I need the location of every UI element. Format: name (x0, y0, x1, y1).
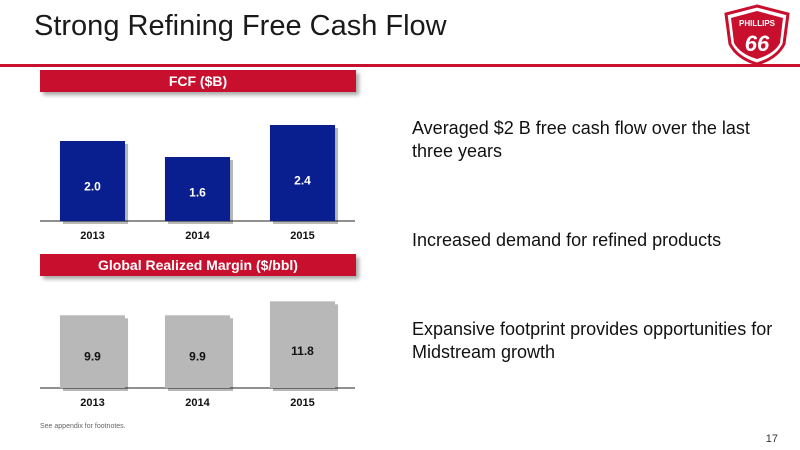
bullet-fcf: Averaged $2 B free cash flow over the la… (412, 118, 750, 161)
margin-chart-header: Global Realized Margin ($/bbl) (40, 254, 356, 276)
bar-2013 (59, 141, 126, 221)
data-label-2014: 1.6 (189, 186, 206, 200)
logo-text-66: 66 (745, 31, 770, 56)
bullet-footprint: Expansive footprint provides opportuniti… (412, 319, 773, 362)
bar-2013 (59, 315, 126, 388)
bar-2015 (269, 301, 336, 388)
bullet-demand: Increased demand for refined products (412, 230, 722, 250)
page-number: 17 (765, 433, 778, 445)
data-label-2013: 9.9 (84, 349, 101, 363)
tick-label-2014: 2014 (185, 397, 210, 409)
data-label-2014: 9.9 (189, 349, 206, 363)
footnote: See appendix for footnotes. (40, 423, 126, 430)
tick-label-2013: 2013 (80, 230, 104, 242)
bar-2014 (164, 315, 231, 388)
title-divider (0, 64, 800, 67)
fcf-chart-header: FCF ($B) (40, 70, 356, 92)
tick-label-2013: 2013 (80, 397, 104, 409)
tick-label-2015: 2015 (290, 397, 314, 409)
logo-text-phillips: PHILLIPS (739, 19, 776, 28)
phillips66-logo-icon: PHILLIPS 66 (724, 4, 790, 66)
data-label-2015: 2.4 (294, 174, 311, 188)
bar-2015 (269, 125, 336, 221)
tick-label-2014: 2014 (185, 230, 210, 242)
data-label-2013: 2.0 (84, 180, 101, 194)
bar-2014 (164, 157, 231, 221)
fcf-chart: 2.0 2013 1.6 2014 2.4 2015 (40, 125, 355, 242)
tick-label-2015: 2015 (290, 230, 314, 242)
data-label-2015: 11.8 (291, 344, 314, 358)
margin-chart: 9.9 2013 9.9 2014 11.8 2015 (40, 301, 355, 409)
slide-title: Strong Refining Free Cash Flow (34, 10, 447, 42)
